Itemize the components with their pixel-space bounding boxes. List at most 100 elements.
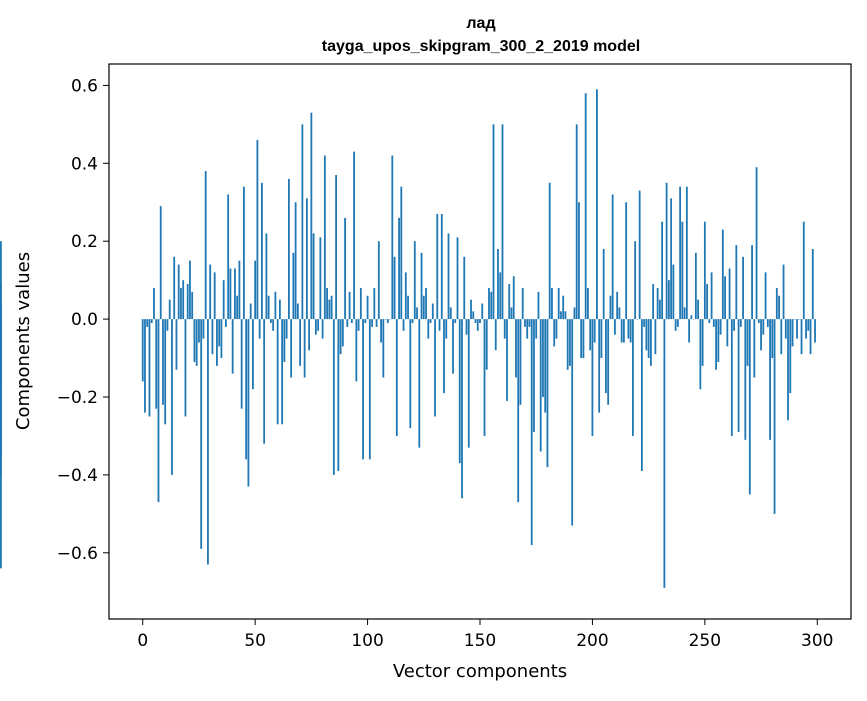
bar	[272, 319, 274, 331]
bar	[549, 183, 551, 319]
bar	[452, 319, 454, 374]
bar	[484, 319, 486, 436]
bar	[576, 124, 578, 319]
bar	[297, 304, 299, 320]
bar	[659, 300, 661, 319]
bar	[371, 319, 373, 327]
bar	[585, 93, 587, 319]
bar	[706, 284, 708, 319]
bar	[358, 319, 360, 331]
bar	[322, 319, 324, 338]
bar	[340, 319, 342, 354]
bar	[146, 319, 148, 327]
bar	[407, 296, 409, 319]
bar	[331, 296, 333, 319]
bar	[412, 319, 414, 323]
bar	[364, 319, 366, 323]
bar	[261, 183, 263, 319]
bar	[203, 319, 205, 338]
bar	[439, 319, 441, 331]
bar	[450, 307, 452, 319]
bar	[423, 296, 425, 319]
bar	[198, 319, 200, 342]
bar	[191, 292, 193, 319]
bar	[749, 319, 751, 494]
bar	[346, 319, 348, 327]
y-tick-label: 0.2	[71, 232, 98, 252]
bar	[708, 319, 710, 323]
bar	[463, 257, 465, 319]
bar	[493, 124, 495, 319]
bar	[625, 202, 627, 319]
bar	[607, 319, 609, 405]
bar	[221, 319, 223, 358]
bar	[661, 222, 663, 319]
bar	[164, 319, 166, 424]
bar	[425, 288, 427, 319]
bar	[286, 319, 288, 338]
bar	[529, 319, 531, 327]
bar	[342, 319, 344, 346]
bar	[400, 187, 402, 319]
bar	[214, 272, 216, 319]
bar	[556, 319, 558, 338]
bar	[511, 307, 513, 319]
bar	[436, 214, 438, 319]
bar	[787, 319, 789, 420]
bar	[292, 253, 294, 319]
bar	[592, 319, 594, 436]
bar	[558, 288, 560, 319]
x-tick-label: 200	[576, 631, 608, 651]
bar	[328, 300, 330, 319]
bar	[472, 311, 474, 319]
bar	[765, 272, 767, 319]
bar	[479, 319, 481, 323]
x-tick-label: 250	[689, 631, 721, 651]
bar	[666, 183, 668, 319]
bar	[182, 280, 184, 319]
bar	[663, 319, 665, 588]
bar	[194, 319, 196, 362]
bar	[495, 319, 497, 350]
bar	[643, 319, 645, 327]
bar	[603, 249, 605, 319]
bar	[538, 292, 540, 319]
bar	[490, 292, 492, 319]
bar	[459, 319, 461, 463]
bar	[367, 296, 369, 319]
bar	[612, 194, 614, 319]
bar	[587, 288, 589, 319]
bar	[470, 300, 472, 319]
bar	[553, 319, 555, 346]
bar	[704, 222, 706, 319]
bar	[688, 319, 690, 342]
bar	[531, 319, 533, 545]
bar	[326, 288, 328, 319]
bar	[695, 253, 697, 319]
bar	[414, 241, 416, 319]
bar	[632, 319, 634, 436]
bar	[142, 319, 144, 381]
bar	[169, 300, 171, 319]
bar	[216, 319, 218, 366]
bar	[378, 241, 380, 319]
bar	[807, 319, 809, 331]
bar	[180, 288, 182, 319]
bar	[187, 284, 189, 319]
bar	[583, 319, 585, 358]
bar	[398, 218, 400, 319]
bar	[630, 319, 632, 342]
y-tick-label: −0.4	[57, 466, 98, 486]
bar	[337, 319, 339, 471]
bar	[699, 319, 701, 389]
bar	[589, 319, 591, 350]
bar	[679, 187, 681, 319]
bar	[526, 319, 528, 338]
bar	[616, 292, 618, 319]
bar	[279, 300, 281, 319]
bar	[295, 202, 297, 319]
bar	[776, 288, 778, 319]
bar	[257, 140, 259, 319]
bar	[218, 319, 220, 346]
bar	[448, 233, 450, 319]
